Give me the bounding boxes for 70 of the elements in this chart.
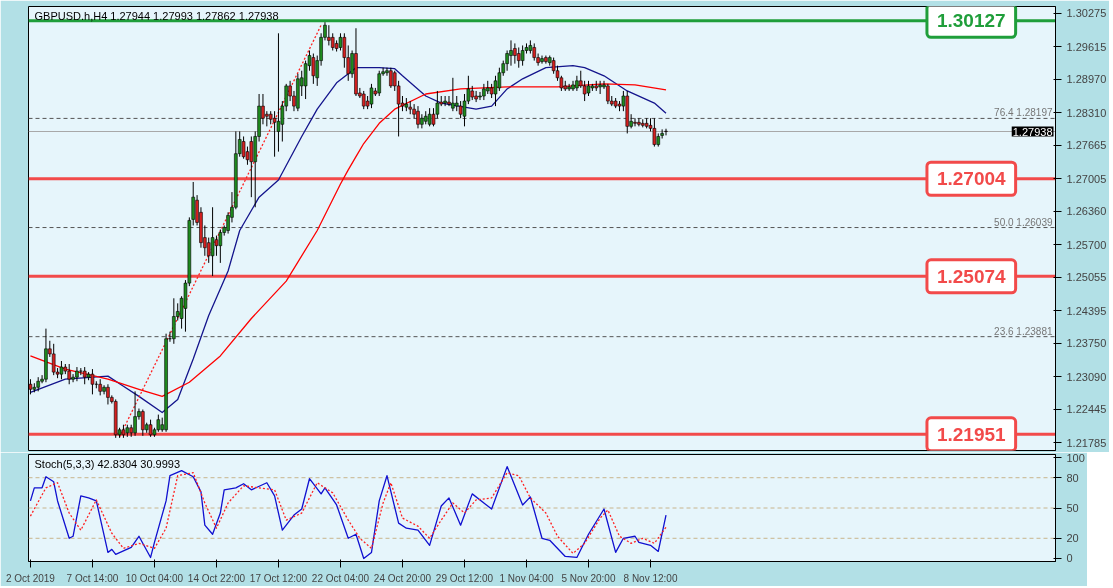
- ref-line-label: 1.25074: [936, 265, 1007, 287]
- candlestick: [633, 117, 637, 127]
- candlestick: [276, 32, 281, 153]
- ref-line-label: 1.21951: [936, 423, 1007, 445]
- x-tick-label: 7 Oct 14:00: [66, 572, 119, 584]
- y-tick-label: 1.25700: [1066, 238, 1107, 251]
- candlestick: [249, 135, 254, 198]
- ref-line-label: 1.27938: [1012, 125, 1053, 138]
- candlestick: [133, 390, 137, 437]
- candlestick: [210, 206, 215, 277]
- x-tick-label: 29 Oct 12:00: [435, 572, 494, 584]
- candlestick: [451, 77, 455, 112]
- y-tick-label: 0: [1066, 552, 1073, 565]
- y-tick-label: 1.23090: [1066, 370, 1107, 383]
- candlestick: [606, 83, 610, 105]
- candlestick: [598, 80, 602, 95]
- candlestick: [513, 42, 517, 65]
- chart-title: GBPUSD.h,H4 1.27944 1.27993 1.27862 1.27938: [34, 9, 279, 22]
- candlestick: [637, 117, 641, 127]
- candlestick: [361, 90, 366, 110]
- ref-line-label: 23.6 1.23881: [994, 325, 1053, 337]
- candlestick: [389, 67, 393, 89]
- x-tick-label: 2 Oct 2019: [5, 572, 56, 584]
- x-tick-label: 22 Oct 04:00: [311, 572, 370, 584]
- candlestick: [67, 363, 71, 385]
- candlestick: [416, 105, 420, 129]
- y-tick-label: 1.27665: [1066, 139, 1107, 152]
- candlestick: [540, 55, 544, 65]
- candlestick: [443, 95, 447, 107]
- y-tick-label: 100: [1066, 451, 1085, 464]
- candlestick: [420, 113, 424, 129]
- candlestick: [141, 409, 145, 437]
- y-tick-label: 20: [1066, 532, 1079, 545]
- candlestick: [311, 53, 316, 85]
- x-tick-label: 5 Nov 20:00: [561, 572, 616, 584]
- candlestick: [474, 90, 478, 103]
- y-tick-label: 1.28310: [1066, 106, 1107, 119]
- chart-title: Stoch(5,3,3) 42.8304 30.9993: [34, 457, 181, 470]
- y-tick-label: 1.29615: [1066, 40, 1107, 53]
- candlestick: [214, 235, 219, 257]
- ref-line-label: 76.4 1.28197: [994, 107, 1053, 119]
- y-tick-label: 1.21785: [1066, 436, 1107, 449]
- y-tick-label: 1.28970: [1066, 73, 1107, 86]
- x-tick-label: 24 Oct 20:00: [373, 572, 432, 584]
- y-tick-label: 1.27005: [1066, 172, 1107, 185]
- candlestick: [509, 39, 513, 67]
- x-tick-label: 8 Nov 12:00: [623, 572, 678, 584]
- candlestick: [51, 343, 56, 376]
- x-tick-label: 17 Oct 12:00: [249, 572, 308, 584]
- candlestick: [377, 70, 381, 97]
- y-tick-label: 1.30275: [1066, 7, 1107, 20]
- candlestick: [516, 46, 521, 69]
- y-tick-label: 1.25055: [1066, 271, 1107, 284]
- ref-line-label: 1.30127: [936, 10, 1006, 32]
- y-tick-label: 1.23750: [1066, 337, 1107, 350]
- x-tick-label: 1 Nov 04:00: [499, 572, 554, 584]
- y-tick-label: 1.26360: [1066, 205, 1107, 218]
- y-tick-label: 80: [1066, 471, 1079, 484]
- y-tick-label: 1.24395: [1066, 304, 1107, 317]
- candlestick: [172, 297, 176, 345]
- x-tick-label: 14 Oct 22:00: [187, 572, 246, 584]
- ref-line-label: 50.0 1.26039: [994, 216, 1053, 228]
- y-tick-label: 1.22445: [1066, 403, 1107, 416]
- ref-line-label: 1.27004: [936, 168, 1007, 190]
- candlestick: [106, 383, 110, 405]
- candlestick: [218, 229, 223, 264]
- x-tick-label: 10 Oct 04:00: [125, 572, 184, 584]
- y-tick-label: 50: [1066, 502, 1079, 514]
- candlestick: [327, 24, 331, 46]
- candlestick: [664, 128, 668, 136]
